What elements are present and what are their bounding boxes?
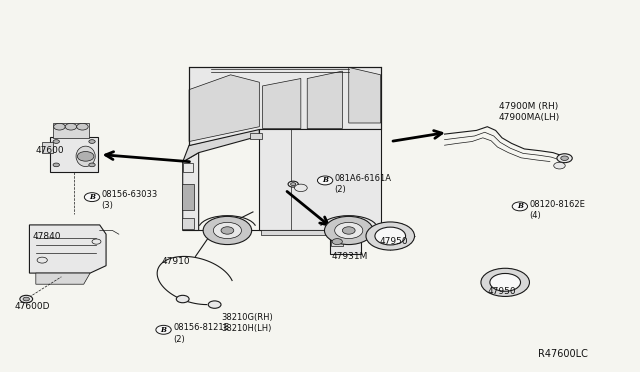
Text: 47950: 47950	[380, 237, 408, 246]
Bar	[261, 230, 379, 235]
Circle shape	[77, 124, 88, 130]
Polygon shape	[36, 273, 90, 284]
Text: 47910: 47910	[162, 257, 190, 266]
Circle shape	[342, 227, 355, 234]
Bar	[42, 142, 53, 153]
Circle shape	[20, 295, 33, 303]
Circle shape	[54, 124, 65, 130]
Circle shape	[23, 297, 29, 301]
Circle shape	[288, 181, 298, 187]
Ellipse shape	[76, 146, 95, 167]
Circle shape	[332, 238, 342, 244]
Polygon shape	[189, 67, 381, 145]
Polygon shape	[262, 78, 301, 129]
Circle shape	[53, 163, 60, 167]
Text: R47600LC: R47600LC	[538, 349, 588, 359]
Polygon shape	[349, 67, 381, 123]
Circle shape	[84, 193, 100, 202]
Circle shape	[490, 273, 520, 291]
Bar	[50, 137, 98, 172]
Text: 47600: 47600	[36, 146, 65, 155]
Circle shape	[89, 140, 95, 143]
Circle shape	[221, 227, 234, 234]
Circle shape	[92, 239, 101, 244]
Circle shape	[324, 217, 373, 244]
Circle shape	[156, 326, 172, 334]
Polygon shape	[259, 129, 381, 231]
Text: B: B	[322, 176, 328, 185]
Polygon shape	[182, 153, 198, 231]
Text: 47900M (RH)
47900MA(LH): 47900M (RH) 47900MA(LH)	[499, 102, 560, 122]
Circle shape	[366, 222, 415, 250]
Circle shape	[294, 184, 307, 192]
Text: 08120-8162E
(4): 08120-8162E (4)	[529, 200, 586, 220]
Circle shape	[213, 222, 241, 238]
Text: 38210G(RH)
38210H(LH): 38210G(RH) 38210H(LH)	[221, 313, 273, 333]
Polygon shape	[29, 225, 106, 273]
Circle shape	[481, 268, 529, 296]
Circle shape	[203, 217, 252, 244]
Text: 47931M: 47931M	[332, 252, 368, 261]
Text: 47840: 47840	[33, 231, 61, 241]
Circle shape	[291, 183, 296, 186]
Circle shape	[208, 301, 221, 308]
Circle shape	[37, 257, 47, 263]
Circle shape	[554, 162, 565, 169]
Bar	[182, 184, 193, 210]
Circle shape	[335, 222, 363, 238]
Polygon shape	[189, 75, 259, 141]
Circle shape	[512, 202, 527, 211]
Polygon shape	[307, 71, 342, 129]
Circle shape	[89, 163, 95, 167]
Text: 081A6-6161A
(2): 081A6-6161A (2)	[334, 174, 391, 194]
Text: 47600D: 47600D	[15, 302, 51, 311]
Circle shape	[557, 154, 572, 163]
Circle shape	[53, 140, 60, 143]
Bar	[182, 218, 193, 229]
Circle shape	[561, 156, 568, 160]
Bar	[332, 237, 343, 246]
Circle shape	[176, 295, 189, 303]
Bar	[53, 123, 88, 138]
Text: B: B	[89, 193, 95, 201]
Circle shape	[317, 176, 333, 185]
Text: B: B	[517, 202, 523, 211]
Circle shape	[375, 227, 406, 245]
Text: 08156-8121E
(2): 08156-8121E (2)	[173, 323, 229, 344]
Bar	[182, 163, 193, 172]
Text: 08156-63033
(3): 08156-63033 (3)	[102, 190, 158, 210]
Bar	[330, 233, 361, 254]
Polygon shape	[182, 129, 259, 162]
Text: B: B	[161, 326, 166, 334]
Circle shape	[65, 124, 77, 130]
Text: 47950: 47950	[487, 287, 516, 296]
Bar	[250, 134, 262, 138]
Circle shape	[77, 151, 94, 161]
